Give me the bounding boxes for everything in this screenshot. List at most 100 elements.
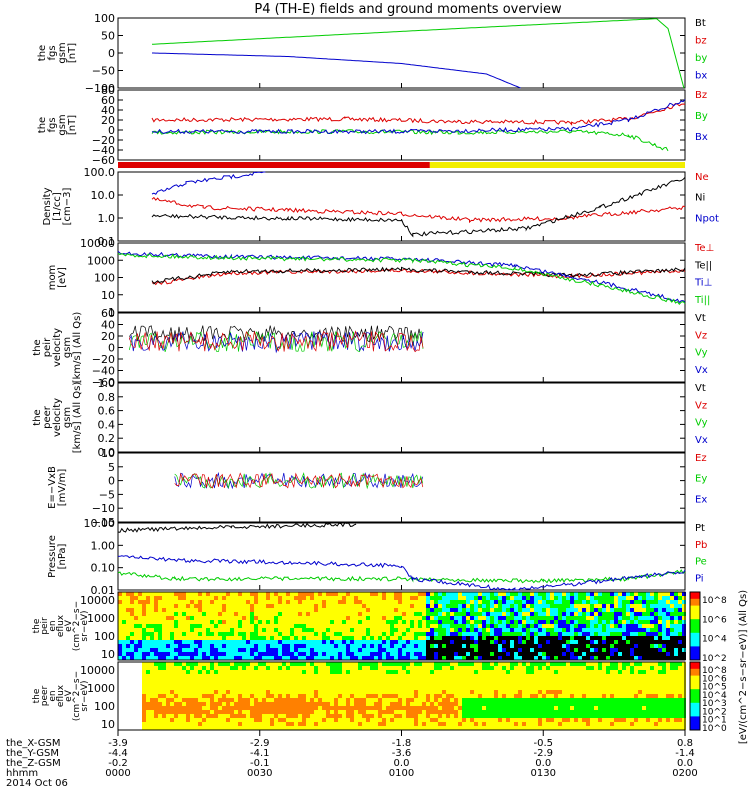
spectrogram-cell (526, 640, 530, 644)
spectrogram-cell (290, 698, 294, 702)
spectrogram-cell (158, 674, 162, 678)
spectrogram-cell (418, 636, 422, 640)
spectrogram-cell (530, 714, 534, 718)
spectrogram-cell (158, 686, 162, 690)
colorbar-tick-label: 10^8 (702, 596, 727, 606)
spectrogram-cell (150, 604, 154, 608)
spectrogram-cell (162, 674, 166, 678)
spectrogram-cell (662, 632, 666, 636)
spectrogram-cell (314, 666, 318, 670)
spectrogram-cell (514, 644, 518, 648)
spectrogram-cell (198, 702, 202, 706)
spectrogram-cell (258, 722, 262, 726)
spectrogram-cell (486, 706, 490, 710)
spectrogram-cell (342, 710, 346, 714)
spectrogram-cell (422, 656, 426, 660)
spectrogram-cell (222, 690, 226, 694)
spectrogram-cell (474, 616, 478, 620)
spectrogram-cell (506, 636, 510, 640)
spectrogram-cell (414, 604, 418, 608)
spectrogram-cell (138, 710, 142, 714)
spectrogram-cell (166, 640, 170, 644)
spectrogram-cell (630, 640, 634, 644)
spectrogram-cell (410, 726, 414, 730)
spectrogram-cell (538, 648, 542, 652)
spectrogram-cell (226, 616, 230, 620)
spectrogram-cell (262, 698, 266, 702)
spectrogram-cell (614, 648, 618, 652)
spectrogram-cell (478, 600, 482, 604)
series-Pe (117, 569, 686, 584)
spectrogram-cell (598, 608, 602, 612)
spectrogram-cell (602, 722, 606, 726)
spectrogram-cell (382, 592, 386, 596)
spectrogram-cell (310, 698, 314, 702)
spectrogram-cell (414, 608, 418, 612)
spectrogram-cell (146, 694, 150, 698)
spectrogram-cell (538, 698, 542, 702)
spectrogram-cell (682, 644, 686, 648)
spectrogram-cell (350, 710, 354, 714)
spectrogram-cell (362, 624, 366, 628)
spectrogram-cell (434, 592, 438, 596)
spectrogram-cell (218, 702, 222, 706)
spectrogram-cell (630, 620, 634, 624)
spectrogram-cell (390, 612, 394, 616)
spectrogram-cell (490, 718, 494, 722)
spectrogram-cell (126, 702, 130, 706)
spectrogram-cell (262, 690, 266, 694)
spectrogram-cell (258, 640, 262, 644)
spectrogram-cell (422, 694, 426, 698)
spectrogram-cell (378, 706, 382, 710)
spectrogram-cell (454, 706, 458, 710)
spectrogram-cell (402, 592, 406, 596)
spectrogram-cell (526, 592, 530, 596)
spectrogram-cell (194, 702, 198, 706)
y-tick-label: 10000 (80, 237, 115, 250)
spectrogram-cell (178, 714, 182, 718)
spectrogram-cell (394, 718, 398, 722)
spectrogram-cell (494, 678, 498, 682)
spectrogram-cell (298, 698, 302, 702)
spectrogram-cell (454, 678, 458, 682)
spectrogram-cell (610, 670, 614, 674)
spectrogram-cell (194, 624, 198, 628)
spectrogram-cell (442, 710, 446, 714)
spectrogram-cell (610, 648, 614, 652)
spectrogram-cell (630, 656, 634, 660)
spectrogram-cell (510, 674, 514, 678)
spectrogram-cell (582, 644, 586, 648)
spectrogram-cell (226, 648, 230, 652)
spectrogram-cell (566, 678, 570, 682)
spectrogram-cell (458, 592, 462, 596)
y-axis-label: the peer velocity gsm [km/s] (All Qs) (32, 382, 83, 454)
y-tick-label: 10.0 (91, 189, 116, 202)
spectrogram-cell (134, 662, 138, 666)
spectrogram-cell (302, 726, 306, 730)
spectrogram-cell (442, 678, 446, 682)
spectrogram-cell (230, 670, 234, 674)
spectrogram-cell (330, 640, 334, 644)
spectrogram-cell (198, 722, 202, 726)
spectrogram-cell (154, 632, 158, 636)
colorbar-step (690, 629, 700, 634)
spectrogram-cell (162, 624, 166, 628)
spectrogram-cell (494, 674, 498, 678)
spectrogram-cell (250, 620, 254, 624)
spectrogram-cell (226, 722, 230, 726)
spectrogram-cell (130, 726, 134, 730)
legend-Bz: Bz (695, 90, 707, 101)
spectrogram-cell (514, 620, 518, 624)
spectrogram-cell (658, 612, 662, 616)
spectrogram-cell (122, 662, 126, 666)
spectrogram-cell (222, 652, 226, 656)
spectrogram-cell (530, 702, 534, 706)
spectrogram-cell (682, 600, 686, 604)
spectrogram-cell (562, 686, 566, 690)
spectrogram-cell (350, 596, 354, 600)
spectrogram-cell (346, 600, 350, 604)
spectrogram-cell (166, 604, 170, 608)
spectrogram-cell (282, 632, 286, 636)
spectrogram-cell (286, 656, 290, 660)
spectrogram-cell (674, 620, 678, 624)
